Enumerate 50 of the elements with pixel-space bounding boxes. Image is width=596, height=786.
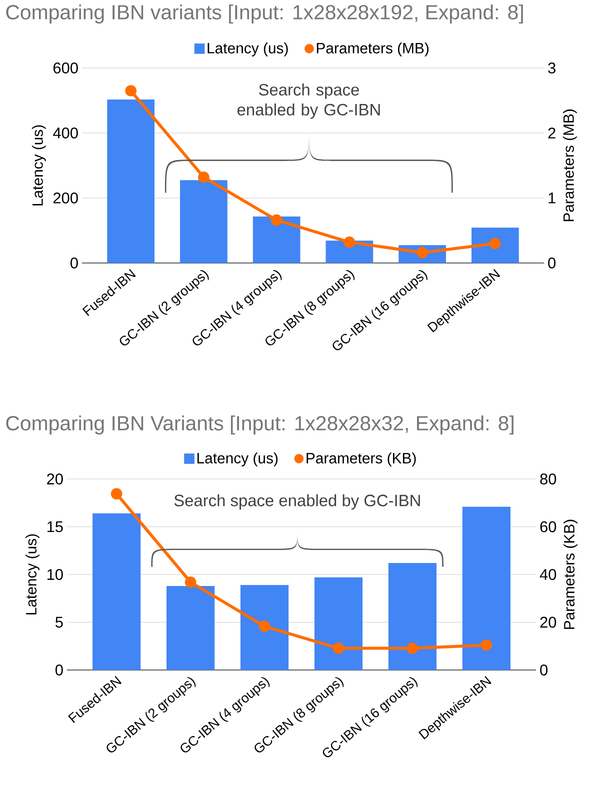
- y2-tick-label: 1: [548, 192, 556, 204]
- y-tick-label: 0: [70, 258, 78, 268]
- legend-label: Parameters (MB): [316, 42, 429, 56]
- y-tick-label: 200: [53, 192, 78, 204]
- y2-tick-label: 2: [548, 128, 556, 138]
- bar: [166, 586, 215, 670]
- point: [270, 214, 282, 226]
- y2-tick-label: 20: [540, 616, 556, 628]
- y2-axis-title: Parameters (KB): [564, 520, 578, 629]
- y-tick-label: 400: [53, 128, 78, 138]
- y2-tick-label: 0: [548, 258, 556, 268]
- y-tick-label: 15: [47, 521, 63, 532]
- y-tick-label: 5: [56, 616, 63, 628]
- bar: [240, 585, 289, 670]
- y2-tick-label: 3: [548, 62, 556, 74]
- bar: [252, 216, 300, 263]
- annotation: Search space enabled by GC-IBN: [238, 84, 380, 119]
- bar: [472, 228, 519, 263]
- point: [344, 236, 356, 248]
- y-axis-title: Latency (us): [32, 125, 46, 206]
- bar: [314, 577, 363, 670]
- point: [125, 85, 137, 96]
- bar: [107, 100, 155, 263]
- point: [480, 639, 492, 651]
- point: [110, 488, 122, 500]
- bar: [462, 506, 510, 670]
- chart-title: Comparing IBN Variants [Input: 1x28x28x32, Expand: 8]: [6, 415, 514, 435]
- y2-tick-label: 0: [540, 664, 548, 676]
- y2-tick-label: 60: [540, 521, 556, 532]
- point: [198, 172, 210, 183]
- y2-tick-label: 80: [540, 474, 556, 484]
- legend-label: Latency (us): [197, 452, 278, 466]
- annotation: Search space enabled by GC-IBN: [174, 494, 420, 510]
- bar: [92, 513, 141, 670]
- point: [258, 620, 270, 632]
- point: [332, 642, 344, 654]
- legend-label: Latency (us): [208, 42, 288, 56]
- y-tick-label: 10: [47, 569, 63, 580]
- point: [184, 576, 196, 588]
- y-tick-label: 600: [53, 62, 78, 74]
- legend-label: Parameters (KB): [306, 452, 416, 466]
- y-tick-label: 0: [56, 664, 63, 676]
- y2-tick-label: 40: [540, 569, 556, 580]
- chart-title: Comparing IBN variants [Input: 1x28x28x192, Expand: 8]: [6, 4, 523, 24]
- bar: [388, 563, 437, 670]
- bar: [180, 180, 228, 263]
- y-axis-title: Latency (us): [26, 534, 40, 614]
- point: [406, 642, 418, 654]
- y-tick-label: 20: [47, 474, 63, 484]
- y2-axis-title: Parameters (MB): [562, 110, 577, 222]
